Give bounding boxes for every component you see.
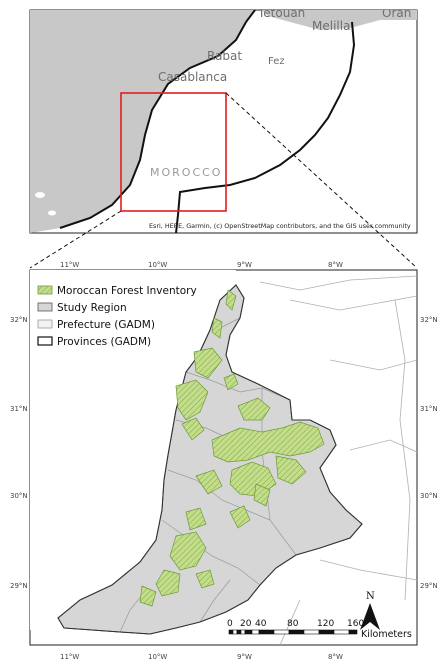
x-ticks-top: 11°W 10°W 9°W 8°W xyxy=(60,261,343,269)
legend-label-provinces: Provinces (GADM) xyxy=(57,336,151,348)
inset-coastline xyxy=(59,10,256,229)
y-tick-label: 30°N xyxy=(420,492,438,500)
x-tick-label: 8°W xyxy=(328,653,343,661)
x-ticks-bottom: 11°W 10°W 9°W 8°W xyxy=(60,653,343,661)
city-label-tetouan: Tetouan xyxy=(257,6,305,20)
scale-label: 80 xyxy=(287,619,299,629)
city-label-rabat: Rabat xyxy=(207,49,242,63)
x-tick-label: 11°W xyxy=(60,261,79,269)
country-label-morocco: MOROCCO xyxy=(150,166,222,179)
x-tick-label: 9°W xyxy=(237,261,252,269)
y-ticks-right: 32°N 31°N 30°N 29°N xyxy=(420,316,438,590)
connector-line-right xyxy=(225,92,418,269)
x-tick-label: 10°W xyxy=(148,653,167,661)
study-extent-box xyxy=(120,92,227,212)
scale-label: 20 xyxy=(240,619,252,629)
scale-label: 160 xyxy=(347,619,364,629)
x-tick-label: 8°W xyxy=(328,261,343,269)
y-tick-label: 31°N xyxy=(10,405,28,413)
north-arrow-label: N xyxy=(366,591,375,602)
x-tick-label: 9°W xyxy=(237,653,252,661)
legend-swatch-provinces xyxy=(37,336,53,346)
legend-swatch-forest xyxy=(37,285,53,295)
north-arrow-icon xyxy=(360,603,380,630)
x-tick-label: 11°W xyxy=(60,653,79,661)
inset-water xyxy=(30,10,255,233)
scale-label: 40 xyxy=(255,619,267,629)
inset-map: Oran Melilla Tetouan Rabat Fez Casablanc… xyxy=(29,6,418,234)
y-tick-label: 30°N xyxy=(10,492,28,500)
mediterranean xyxy=(262,10,417,30)
scale-bar: 0 20 40 80 120 160 Kilometers xyxy=(227,619,412,640)
main-map: 11°W 10°W 9°W 8°W 11°W 10°W 9°W 8°W 32°N… xyxy=(10,261,438,661)
provinces-outline xyxy=(57,284,363,635)
inset-border xyxy=(175,21,356,233)
y-tick-label: 31°N xyxy=(420,405,438,413)
north-arrow: N xyxy=(360,591,380,630)
map-legend: Moroccan Forest Inventory Study Region P… xyxy=(37,285,197,348)
y-tick-label: 29°N xyxy=(10,582,28,590)
connector-line-left xyxy=(29,210,122,269)
city-label-fez: Fez xyxy=(268,56,285,67)
scale-label: 0 xyxy=(227,619,233,629)
y-ticks-left: 32°N 31°N 30°N 29°N xyxy=(10,316,28,590)
legend-label-prefecture: Prefecture (GADM) xyxy=(57,319,155,331)
city-label-melilla: Melilla xyxy=(312,19,350,33)
city-label-oran: Oran xyxy=(382,6,411,20)
scale-unit-label: Kilometers xyxy=(361,629,412,640)
legend-label-study-region: Study Region xyxy=(57,302,127,314)
forest-patches xyxy=(139,289,325,607)
prefecture-boundaries xyxy=(259,275,417,645)
y-tick-label: 29°N xyxy=(420,582,438,590)
city-label-casablanca: Casablanca xyxy=(158,70,227,84)
legend-swatch-prefecture xyxy=(37,319,53,329)
legend-swatch-study-region xyxy=(37,302,53,312)
scale-label: 120 xyxy=(317,619,334,629)
y-tick-label: 32°N xyxy=(10,316,28,324)
x-tick-label: 10°W xyxy=(148,261,167,269)
map-attribution: Esri, HERE, Garmin, (c) OpenStreetMap co… xyxy=(149,222,411,230)
ocean-area xyxy=(30,270,236,630)
legend-label-forest: Moroccan Forest Inventory xyxy=(57,285,197,297)
y-tick-label: 32°N xyxy=(420,316,438,324)
